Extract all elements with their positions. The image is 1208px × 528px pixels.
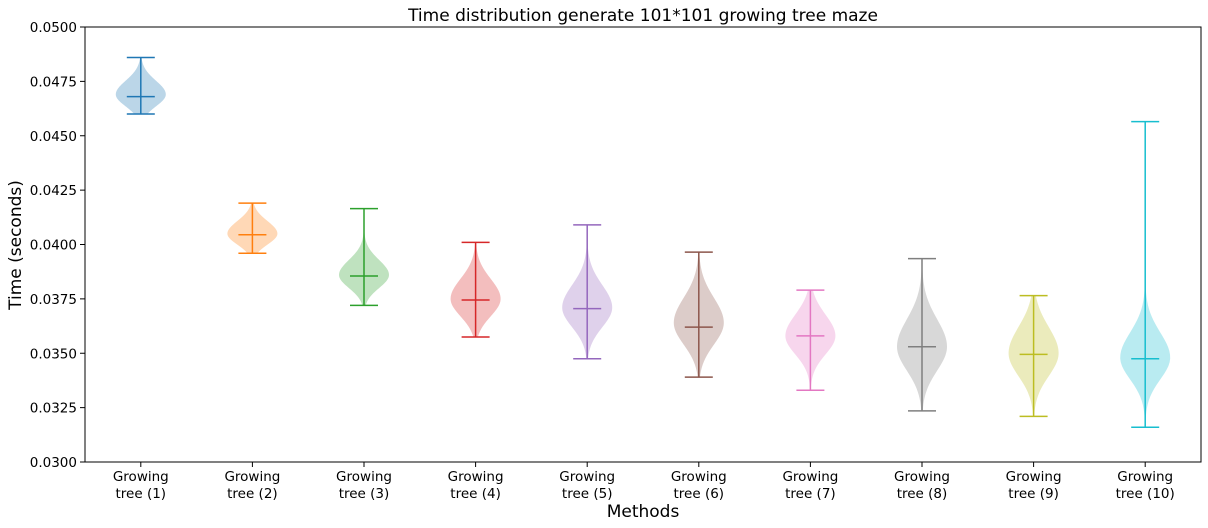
- x-tick-label-line: Growing: [448, 469, 504, 485]
- x-ticks: Growing tree (1)Growing tree (2)Growing tre…: [113, 462, 1175, 502]
- x-tick-label-line: tree (3): [339, 486, 390, 502]
- x-tick-label-line: Growing: [894, 469, 950, 485]
- y-tick-label: 0.0300: [30, 455, 77, 471]
- x-tick-label: Growing tree (5): [559, 469, 615, 502]
- y-tick-label: 0.0400: [30, 238, 77, 254]
- x-tick-label: Growing tree (1): [113, 469, 169, 502]
- x-tick-label-line: Growing: [113, 469, 169, 485]
- x-tick-label-line: tree (1): [116, 486, 167, 502]
- x-tick-label: Growing tree (7): [782, 469, 838, 502]
- violin-4: [450, 241, 501, 338]
- violin-3: [339, 207, 389, 307]
- x-tick-label: Growing tree (3): [336, 469, 392, 502]
- x-axis-label: Methods: [607, 502, 680, 522]
- x-tick-label: Growing tree (10): [1116, 469, 1175, 502]
- chart-title: Time distribution generate 101*101 growi…: [407, 6, 878, 26]
- violins-group: [115, 56, 1171, 428]
- violin-7: [785, 289, 836, 391]
- y-tick-label: 0.0325: [30, 401, 77, 417]
- x-tick-label-line: Growing: [559, 469, 615, 485]
- y-tick-label: 0.0375: [30, 292, 77, 308]
- x-tick-label-line: Growing: [1006, 469, 1062, 485]
- violin-10: [1120, 120, 1171, 428]
- violin-8: [897, 257, 947, 412]
- x-tick-label-line: Growing: [782, 469, 838, 485]
- x-tick-label-line: tree (6): [674, 486, 725, 502]
- violin-5: [562, 224, 613, 360]
- y-tick-label: 0.0450: [30, 129, 77, 145]
- y-tick-label: 0.0350: [30, 346, 77, 362]
- y-ticks: 0.0300 0.0325 0.0350 0.0375 0.0400 0.0425 0.04…: [30, 20, 85, 471]
- x-tick-label-line: Growing: [671, 469, 727, 485]
- x-tick-label: Growing tree (2): [224, 469, 280, 502]
- plot-frame: [84, 26, 1202, 463]
- x-tick-label: Growing tree (9): [1006, 469, 1062, 502]
- y-tick-label: 0.0500: [30, 20, 77, 36]
- x-tick-label-line: tree (10): [1116, 486, 1175, 502]
- y-axis-label: Time (seconds): [6, 180, 26, 311]
- x-tick-label: Growing tree (6): [671, 469, 727, 502]
- x-tick-label-line: Growing: [224, 469, 280, 485]
- violin-9: [1008, 294, 1059, 418]
- x-tick-label-line: Growing: [1117, 469, 1173, 485]
- x-tick-label-line: Growing: [336, 469, 392, 485]
- violin-1: [115, 56, 166, 115]
- y-tick-label: 0.0475: [30, 74, 77, 90]
- violin-6: [673, 251, 724, 378]
- x-tick-label: Growing tree (8): [894, 469, 950, 502]
- x-tick-label-line: tree (7): [785, 486, 836, 502]
- x-tick-label-line: tree (5): [562, 486, 613, 502]
- x-tick-label-line: tree (9): [1008, 486, 1059, 502]
- x-tick-label-line: tree (4): [450, 486, 501, 502]
- y-tick-label: 0.0425: [30, 183, 77, 199]
- violin-2: [227, 202, 278, 254]
- x-tick-label-line: tree (2): [227, 486, 278, 502]
- x-tick-label: Growing tree (4): [448, 469, 504, 502]
- x-tick-label-line: tree (8): [897, 486, 948, 502]
